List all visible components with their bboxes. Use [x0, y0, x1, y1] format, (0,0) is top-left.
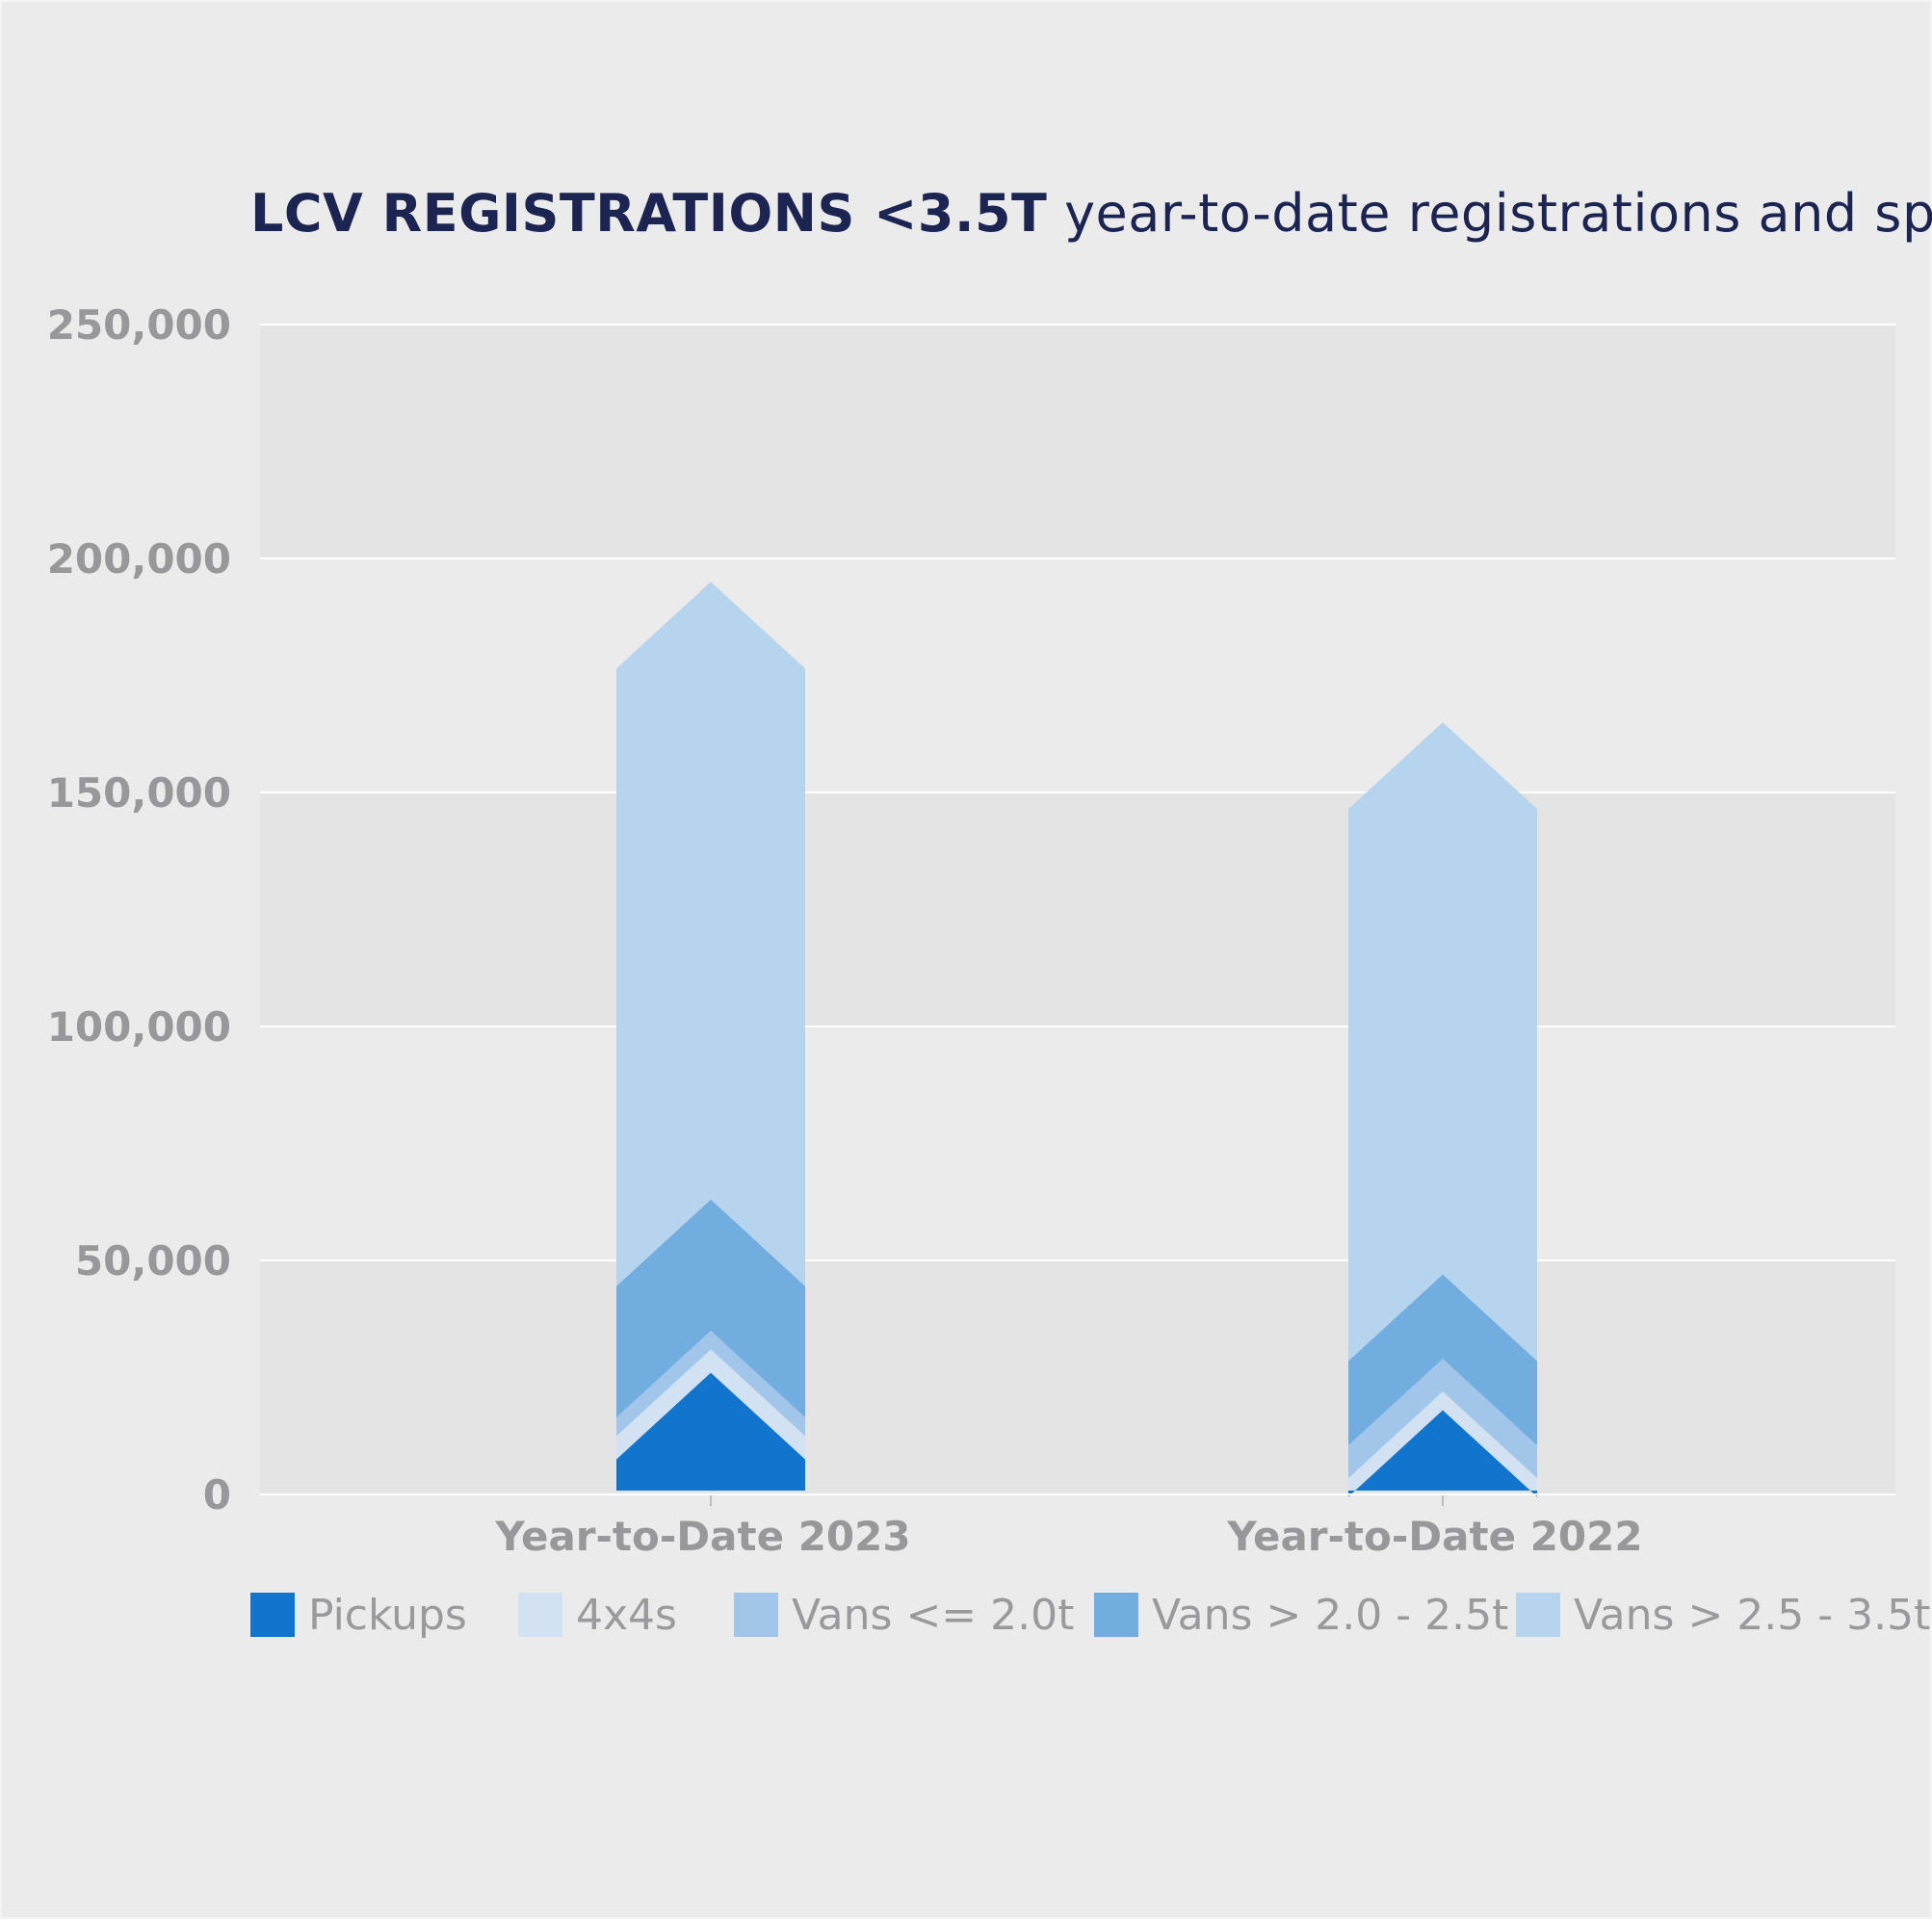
chart-title-regular: year-to-date registrations and split	[1064, 183, 1932, 244]
y-tick-label: 200,000	[47, 535, 231, 583]
legend-label: 4x4s	[576, 1590, 677, 1640]
legend-item: Vans > 2.0 - 2.5t	[1094, 1586, 1508, 1644]
legend-item: 4x4s	[518, 1586, 677, 1644]
legend-label: Vans > 2.0 - 2.5t	[1152, 1590, 1509, 1640]
grid-band	[260, 792, 1895, 1026]
grid-band	[260, 1260, 1895, 1494]
y-tick-label: 0	[203, 1471, 231, 1519]
y-tick-label: 150,000	[47, 769, 231, 817]
legend-item: Vans > 2.5 - 3.5t	[1516, 1586, 1930, 1644]
x-tick-label: Year-to-Date 2022	[1226, 1513, 1642, 1560]
bar-segment-pickups	[616, 1372, 805, 1491]
y-tick-label: 50,000	[75, 1237, 231, 1285]
grid-band	[260, 324, 1895, 558]
bar-segment-vans-2-5-3-5t	[1348, 722, 1537, 1491]
y-tick-label: 100,000	[47, 1003, 231, 1051]
x-tick-label: Year-to-Date 2023	[494, 1513, 910, 1560]
legend-swatch	[1516, 1593, 1560, 1637]
legend-label: Vans > 2.5 - 3.5t	[1574, 1590, 1931, 1640]
legend-label: Pickups	[308, 1590, 467, 1640]
chart-legend: Pickups 4x4s Vans <= 2.0t Vans > 2.0 - 2.5t…	[250, 1586, 1930, 1644]
legend-label: Vans <= 2.0t	[792, 1590, 1075, 1640]
legend-swatch	[518, 1593, 562, 1637]
legend-item: Pickups	[250, 1586, 467, 1644]
legend-item: Vans <= 2.0t	[734, 1586, 1074, 1644]
legend-swatch	[734, 1593, 778, 1637]
y-tick-label: 250,000	[47, 301, 231, 349]
chart-title-bold: LCV REGISTRATIONS <3.5T	[250, 183, 1048, 244]
legend-swatch	[250, 1593, 295, 1637]
legend-swatch	[1094, 1593, 1138, 1637]
chart-title: LCV REGISTRATIONS <3.5T year-to-date reg…	[250, 183, 1932, 244]
bar-segment-pickups	[1348, 1410, 1537, 1497]
